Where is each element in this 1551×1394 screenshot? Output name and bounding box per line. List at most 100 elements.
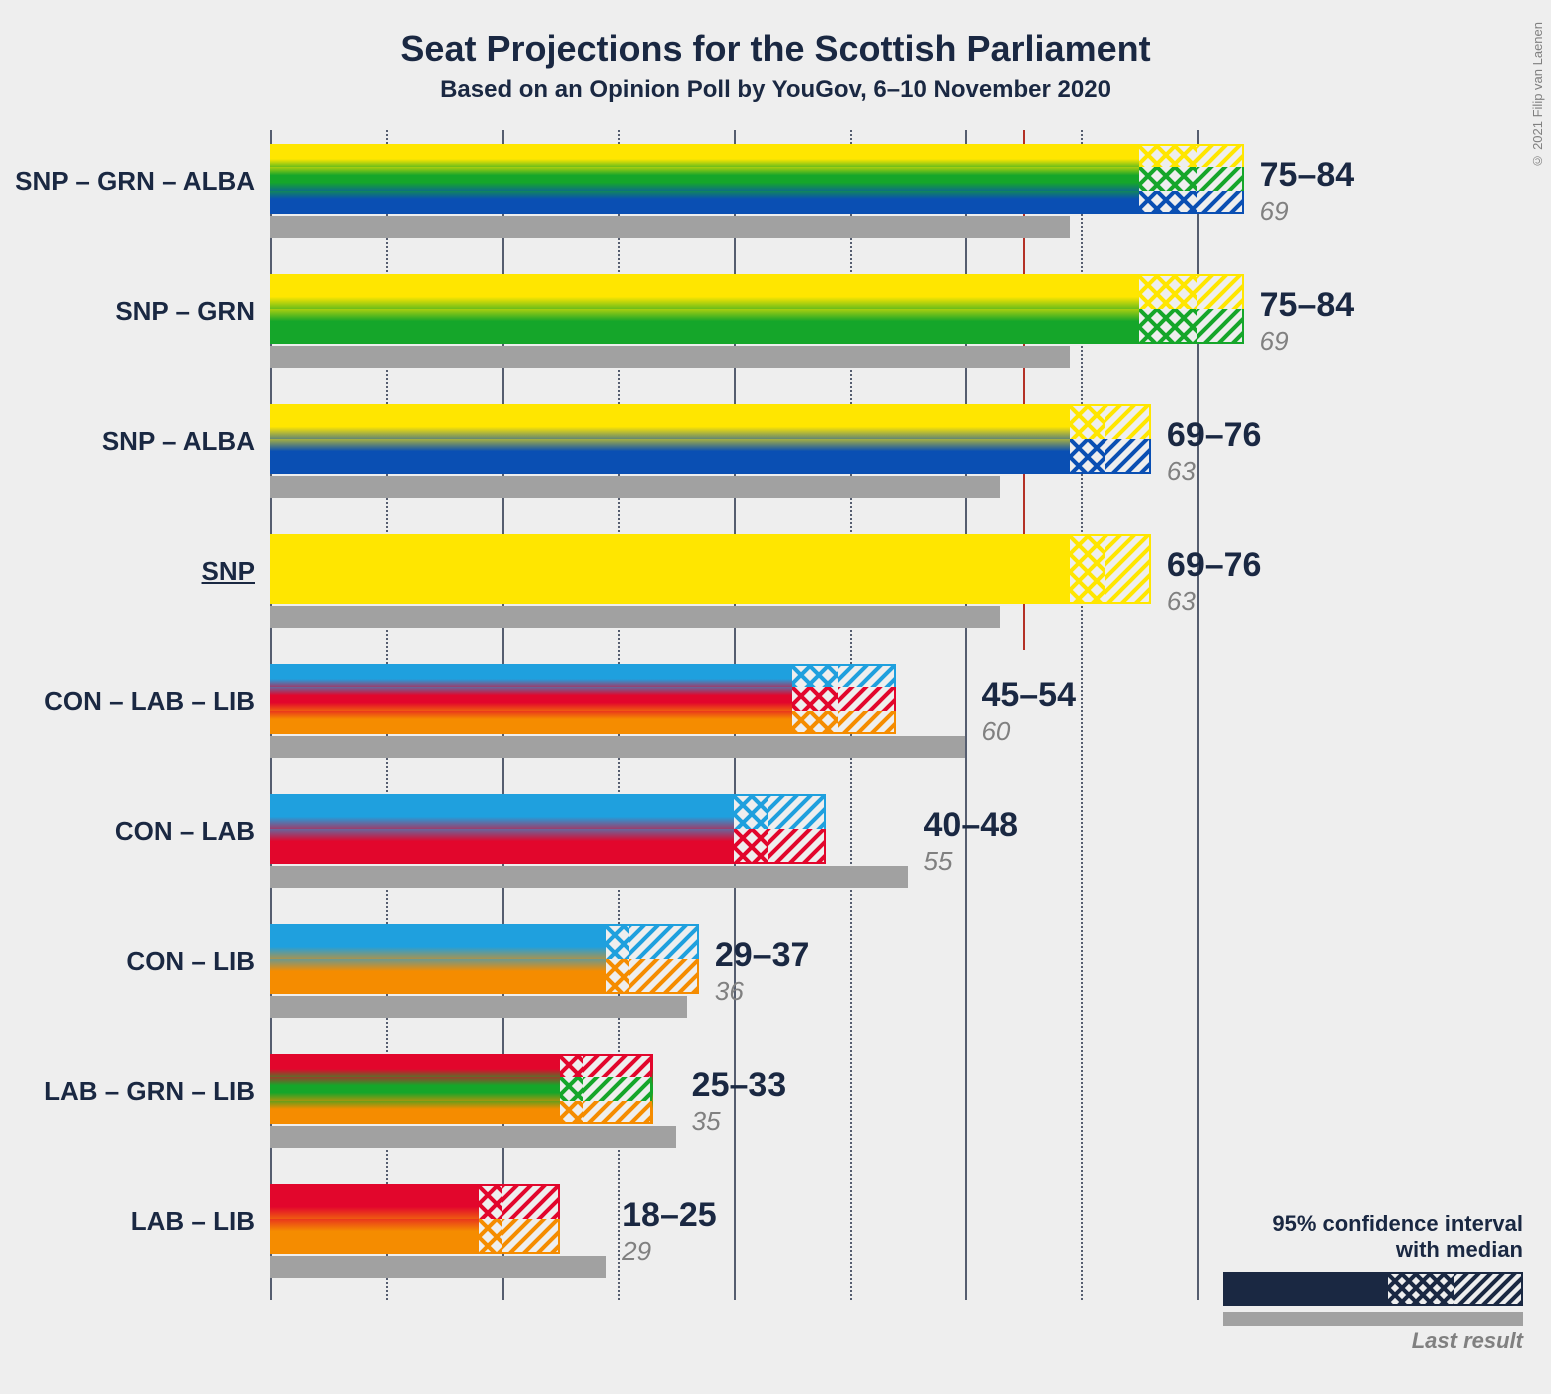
range-label: 25–33 bbox=[692, 1066, 787, 1105]
range-label: 40–48 bbox=[924, 806, 1019, 845]
last-result-bar bbox=[270, 476, 1000, 498]
last-result-bar bbox=[270, 346, 1070, 368]
coalition-row: SNP – GRN – ALBA 75–8469 bbox=[0, 130, 1550, 260]
range-label: 18–25 bbox=[622, 1196, 717, 1235]
ci-crosshatch bbox=[1139, 144, 1197, 167]
bar-stripe bbox=[270, 404, 1151, 439]
last-result-bar bbox=[270, 996, 687, 1018]
range-label: 69–76 bbox=[1167, 416, 1262, 455]
coalition-label: SNP – GRN bbox=[0, 296, 255, 327]
bar-stripe bbox=[270, 167, 1244, 190]
coalition-row: SNP – GRN 75–8469 bbox=[0, 260, 1550, 390]
ci-crosshatch bbox=[1070, 439, 1105, 474]
coalition-row: CON – LIB 29–3736 bbox=[0, 910, 1550, 1040]
last-result-label: 69 bbox=[1260, 196, 1289, 227]
ci-diagonal bbox=[1105, 534, 1151, 604]
last-result-label: 60 bbox=[981, 716, 1010, 747]
coalition-row: SNP – ALBA69–7663 bbox=[0, 390, 1550, 520]
projection-bar bbox=[270, 274, 1244, 344]
ci-crosshatch bbox=[792, 711, 838, 734]
ci-crosshatch bbox=[792, 664, 838, 687]
projection-bar bbox=[270, 794, 826, 864]
ci-diagonal bbox=[502, 1184, 560, 1219]
last-result-label: 35 bbox=[692, 1106, 721, 1137]
ci-crosshatch bbox=[1139, 167, 1197, 190]
ci-diagonal bbox=[1197, 191, 1243, 214]
projection-bar bbox=[270, 144, 1244, 214]
ci-diagonal bbox=[583, 1101, 653, 1124]
ci-diagonal bbox=[838, 687, 896, 710]
ci-crosshatch bbox=[734, 829, 769, 864]
last-result-bar bbox=[270, 736, 965, 758]
projection-bar bbox=[270, 924, 699, 994]
ci-crosshatch bbox=[1139, 309, 1197, 344]
ci-crosshatch bbox=[560, 1101, 583, 1124]
coalition-row: CON – LAB – LIB 45–5460 bbox=[0, 650, 1550, 780]
ci-diagonal bbox=[838, 664, 896, 687]
chart-plot-area: SNP – GRN – ALBA75–8469SNP – GRN75–8469S… bbox=[270, 130, 1290, 1300]
last-result-bar bbox=[270, 866, 908, 888]
bar-stripe bbox=[270, 534, 1151, 604]
ci-diagonal bbox=[838, 711, 896, 734]
ci-crosshatch bbox=[1070, 534, 1105, 604]
last-result-bar bbox=[270, 216, 1070, 238]
bar-stripe bbox=[270, 309, 1244, 344]
projection-bar bbox=[270, 534, 1151, 604]
legend: 95% confidence interval with median Last… bbox=[1183, 1211, 1523, 1354]
ci-diagonal bbox=[583, 1077, 653, 1100]
coalition-row: CON – LAB 40–4855 bbox=[0, 780, 1550, 910]
ci-diagonal bbox=[1197, 167, 1243, 190]
coalition-label: CON – LIB bbox=[0, 946, 255, 977]
range-label: 45–54 bbox=[981, 676, 1076, 715]
coalition-row: LAB – GRN – LIB 25–3335 bbox=[0, 1040, 1550, 1170]
range-label: 75–84 bbox=[1260, 286, 1355, 325]
projection-bar bbox=[270, 1054, 653, 1124]
ci-diagonal bbox=[1197, 274, 1243, 309]
ci-diagonal bbox=[629, 959, 699, 994]
ci-diagonal bbox=[1105, 404, 1151, 439]
legend-swatch bbox=[1223, 1272, 1523, 1306]
projection-bar bbox=[270, 404, 1151, 474]
ci-crosshatch bbox=[1070, 404, 1105, 439]
range-label: 29–37 bbox=[715, 936, 810, 975]
bar-stripe bbox=[270, 274, 1244, 309]
legend-last-bar bbox=[1223, 1312, 1523, 1326]
last-result-label: 63 bbox=[1167, 586, 1196, 617]
last-result-label: 69 bbox=[1260, 326, 1289, 357]
coalition-row: SNP69–7663 bbox=[0, 520, 1550, 650]
bar-stripe bbox=[270, 191, 1244, 214]
coalition-label: CON – LAB bbox=[0, 816, 255, 847]
last-result-label: 55 bbox=[924, 846, 953, 877]
ci-diagonal bbox=[1105, 439, 1151, 474]
coalition-label: SNP – ALBA bbox=[0, 426, 255, 457]
last-result-label: 36 bbox=[715, 976, 744, 1007]
ci-diagonal bbox=[629, 924, 699, 959]
ci-crosshatch bbox=[1139, 274, 1197, 309]
coalition-label: LAB – GRN – LIB bbox=[0, 1076, 255, 1107]
legend-line-2: with median bbox=[1183, 1237, 1523, 1262]
chart-title: Seat Projections for the Scottish Parlia… bbox=[0, 0, 1551, 70]
ci-crosshatch bbox=[734, 794, 769, 829]
coalition-label: LAB – LIB bbox=[0, 1206, 255, 1237]
ci-diagonal bbox=[502, 1219, 560, 1254]
last-result-bar bbox=[270, 1256, 606, 1278]
ci-crosshatch bbox=[479, 1184, 502, 1219]
ci-diagonal bbox=[768, 794, 826, 829]
ci-diagonal bbox=[1197, 309, 1243, 344]
ci-diagonal bbox=[583, 1054, 653, 1077]
last-result-bar bbox=[270, 1126, 676, 1148]
ci-crosshatch bbox=[560, 1077, 583, 1100]
ci-crosshatch bbox=[479, 1219, 502, 1254]
ci-crosshatch bbox=[560, 1054, 583, 1077]
range-label: 75–84 bbox=[1260, 156, 1355, 195]
coalition-label: SNP – GRN – ALBA bbox=[0, 166, 255, 197]
ci-crosshatch bbox=[606, 959, 629, 994]
coalition-label: CON – LAB – LIB bbox=[0, 686, 255, 717]
ci-diagonal bbox=[768, 829, 826, 864]
ci-crosshatch bbox=[1139, 191, 1197, 214]
projection-bar bbox=[270, 664, 896, 734]
ci-crosshatch bbox=[606, 924, 629, 959]
ci-diagonal bbox=[1197, 144, 1243, 167]
bar-stripe bbox=[270, 144, 1244, 167]
bar-stripe bbox=[270, 439, 1151, 474]
